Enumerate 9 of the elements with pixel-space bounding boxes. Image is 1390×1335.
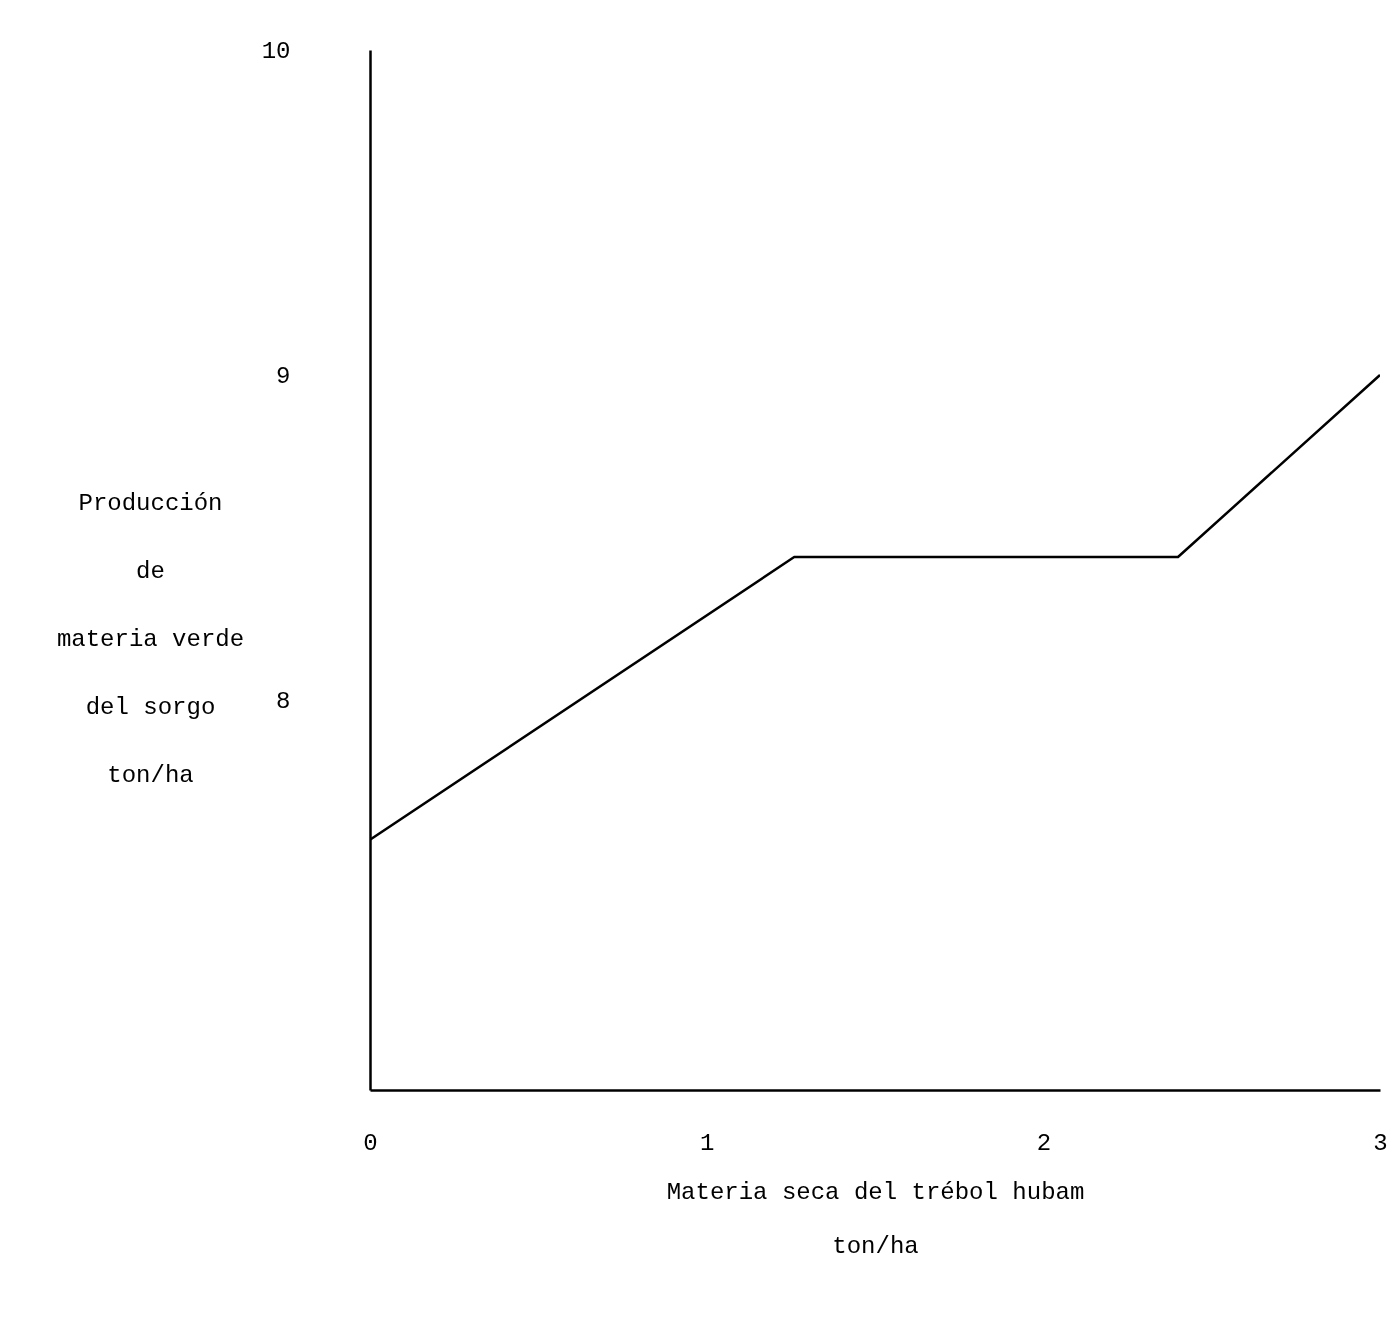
text: Producción de materia verde del sorgo ton/ha xyxy=(56,489,245,789)
x-axis-title: Materia seca del trébol hubam ton/ha xyxy=(666,1178,1085,1260)
y-tick-label: 8 xyxy=(276,687,291,715)
y-tick-label: 9 xyxy=(276,362,291,390)
y-tick-label: 10 xyxy=(261,37,291,65)
x-tick-label: 2 xyxy=(1036,1129,1052,1157)
x-tick-label: 0 xyxy=(363,1129,378,1157)
x-tick-label: 3 xyxy=(1373,1129,1388,1157)
x-tick-label: 1 xyxy=(699,1129,715,1157)
